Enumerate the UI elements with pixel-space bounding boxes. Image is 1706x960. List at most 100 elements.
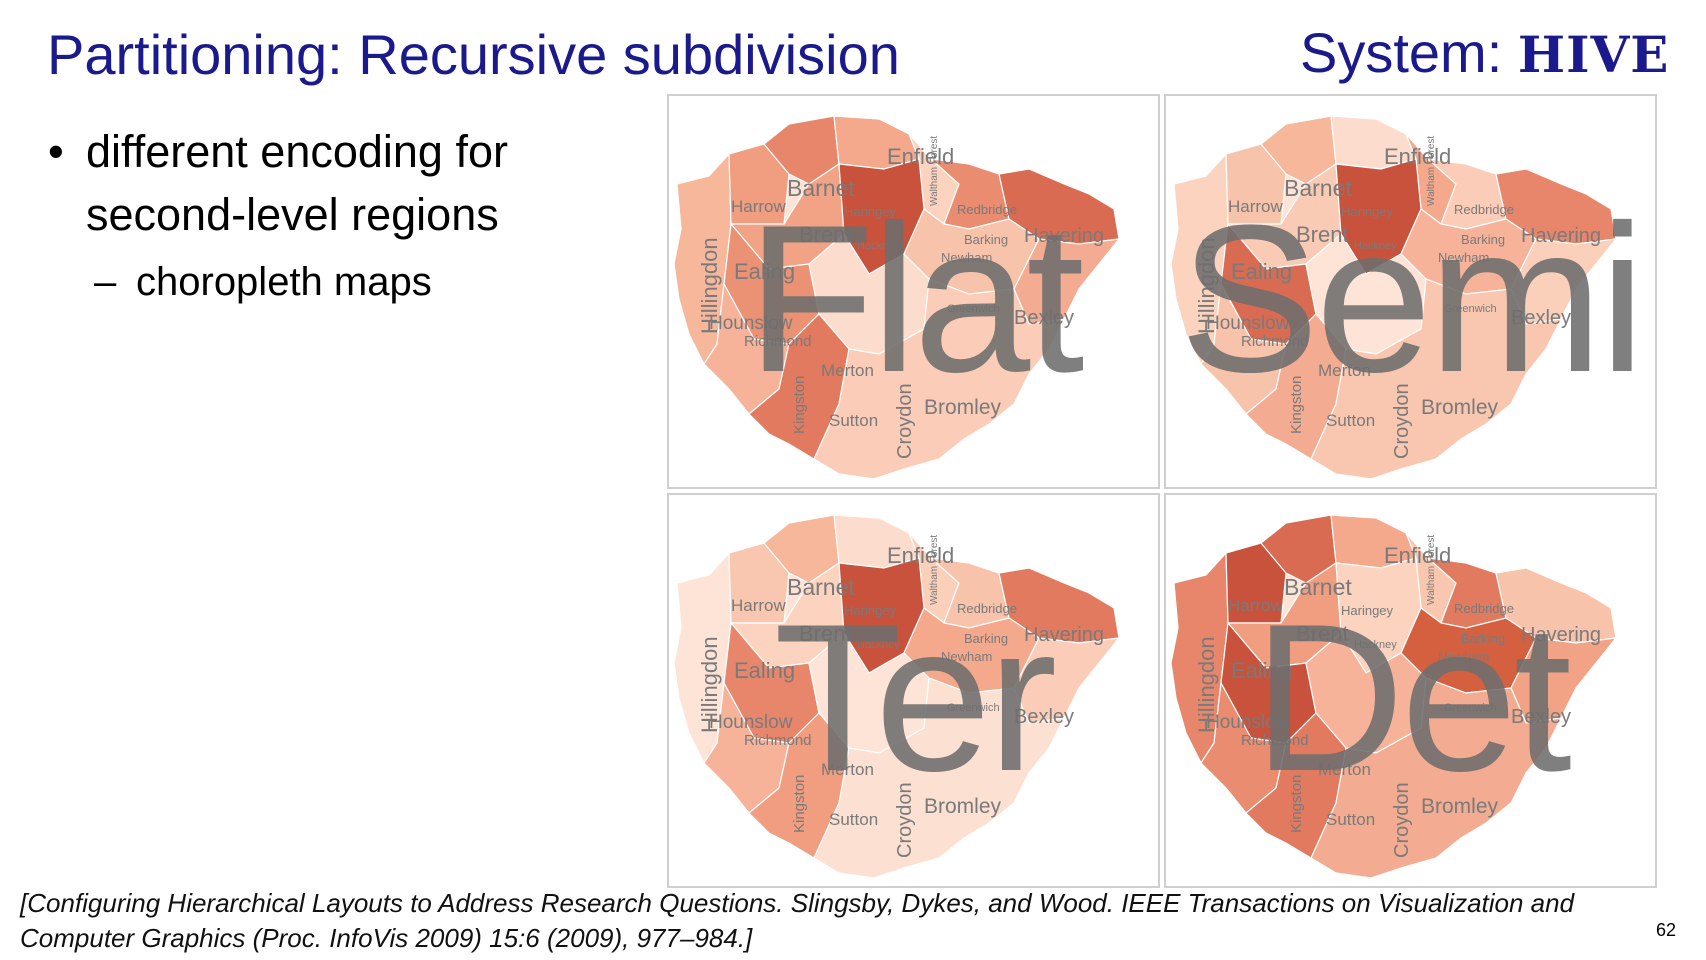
map-label: Sutton bbox=[1326, 810, 1375, 829]
map-label: Merton bbox=[1318, 361, 1371, 380]
map-label: Hillingdon bbox=[697, 237, 722, 334]
map-label: Barnet bbox=[787, 574, 855, 600]
map-overlay-label: Ter bbox=[773, 580, 1058, 816]
map-label: Barnet bbox=[1284, 175, 1352, 201]
map-region bbox=[813, 677, 1066, 879]
map-label: Hillingdon bbox=[697, 636, 722, 733]
map-label: Brent bbox=[1296, 621, 1349, 646]
map-label: Havering bbox=[1521, 225, 1601, 247]
map-label: Newham bbox=[1438, 250, 1489, 265]
map-region bbox=[1245, 313, 1347, 460]
map-label: Waltham Forest bbox=[929, 136, 940, 206]
map-label: Enfield bbox=[887, 543, 954, 568]
map-label: Richmond bbox=[744, 333, 812, 350]
map-region bbox=[813, 278, 1066, 480]
map-label: Ealing bbox=[734, 259, 795, 284]
map-label: Ealing bbox=[734, 658, 795, 683]
map-label: Harrow bbox=[731, 596, 787, 615]
map-label: Merton bbox=[821, 361, 874, 380]
map-label: Barking bbox=[964, 631, 1008, 646]
citation: [Configuring Hierarchical Layouts to Add… bbox=[20, 888, 1575, 954]
map-label: Richmond bbox=[1241, 732, 1309, 749]
map-label: Kingston bbox=[791, 376, 808, 434]
map-label: Waltham Forest bbox=[1426, 136, 1437, 206]
map-label: Kingston bbox=[1288, 376, 1305, 434]
map-label: Waltham Forest bbox=[1426, 535, 1437, 605]
map-label: Greenwich bbox=[1444, 303, 1497, 315]
map-label: Hounslow bbox=[709, 712, 793, 733]
map-label: Bexley bbox=[1014, 706, 1074, 728]
map-label: Barnet bbox=[787, 175, 855, 201]
map-label: Hackney bbox=[1354, 240, 1397, 252]
map-label: Bexley bbox=[1014, 307, 1074, 329]
map-label: Bexley bbox=[1511, 706, 1571, 728]
map-label: Newham bbox=[1438, 649, 1489, 664]
map-label: Bromley bbox=[924, 396, 1002, 419]
map-label: Hackney bbox=[857, 240, 900, 252]
map-label: Newham bbox=[941, 250, 992, 265]
map-label: Newham bbox=[941, 649, 992, 664]
bullet-list: • different encoding for second-level re… bbox=[48, 120, 608, 310]
map-overlay-label: Semi bbox=[1179, 181, 1645, 417]
map-label: Haringey bbox=[1341, 603, 1394, 618]
map-label: Kingston bbox=[791, 775, 808, 833]
map-region bbox=[1245, 712, 1347, 859]
map-label: Bromley bbox=[1421, 396, 1499, 419]
map-label: Harrow bbox=[1228, 197, 1284, 216]
map-label: Hounslow bbox=[709, 313, 793, 334]
map-label: Merton bbox=[821, 760, 874, 779]
map-label: Barking bbox=[964, 232, 1008, 247]
map-label: Sutton bbox=[1326, 411, 1375, 430]
map-label: Hounslow bbox=[1206, 313, 1290, 334]
map-label: Hackney bbox=[1354, 639, 1397, 651]
map-label: Richmond bbox=[744, 732, 812, 749]
map-label: Bexley bbox=[1511, 307, 1571, 329]
map-label: Hounslow bbox=[1206, 712, 1290, 733]
map-label: Redbridge bbox=[1454, 601, 1514, 616]
map-label: Redbridge bbox=[957, 601, 1017, 616]
map-label: Greenwich bbox=[947, 303, 1000, 315]
bullet-dot: • bbox=[48, 126, 64, 177]
map-label: Hillingdon bbox=[1194, 237, 1219, 334]
map-label: Havering bbox=[1024, 624, 1104, 646]
map-label: Hackney bbox=[857, 639, 900, 651]
map-label: Bromley bbox=[1421, 795, 1499, 818]
bullet-item: • different encoding for second-level re… bbox=[48, 120, 608, 246]
map-region bbox=[748, 712, 850, 859]
map-label: Brent bbox=[799, 621, 852, 646]
map-label: Merton bbox=[1318, 760, 1371, 779]
map-label: Greenwich bbox=[1444, 702, 1497, 714]
sub-bullet-text: choropleth maps bbox=[136, 260, 432, 304]
sub-bullet-item: – choropleth maps bbox=[94, 254, 608, 310]
map-panel-ter: Enfield Barnet Harrow Haringey Redbridge Bren… bbox=[667, 493, 1160, 888]
map-label: Richmond bbox=[1241, 333, 1309, 350]
map-label: Enfield bbox=[887, 144, 954, 169]
map-label: Waltham Forest bbox=[929, 535, 940, 605]
map-label: Enfield bbox=[1384, 144, 1451, 169]
map-label: Croydon bbox=[1391, 383, 1413, 459]
map-label: Croydon bbox=[1391, 782, 1413, 858]
map-label: Sutton bbox=[829, 411, 878, 430]
sub-bullet-dash: – bbox=[94, 260, 117, 304]
map-label: Croydon bbox=[894, 383, 916, 459]
map-label: Enfield bbox=[1384, 543, 1451, 568]
map-label: Brent bbox=[1296, 222, 1349, 247]
map-label: Havering bbox=[1521, 624, 1601, 646]
map-panel-semi: Enfield Barnet Harrow Haringey Redbridge Bren… bbox=[1164, 94, 1657, 489]
map-overlay-label: Flat bbox=[746, 181, 1084, 417]
map-label: Redbridge bbox=[957, 202, 1017, 217]
map-panel-flat: Enfield Barnet Harrow Haringey Redbridge Bren… bbox=[667, 94, 1160, 489]
map-label: Croydon bbox=[894, 782, 916, 858]
map-label: Brent bbox=[799, 222, 852, 247]
map-label: Haringey bbox=[844, 603, 897, 618]
system-name: HIVE bbox=[1517, 25, 1670, 84]
map-region bbox=[1310, 278, 1563, 480]
